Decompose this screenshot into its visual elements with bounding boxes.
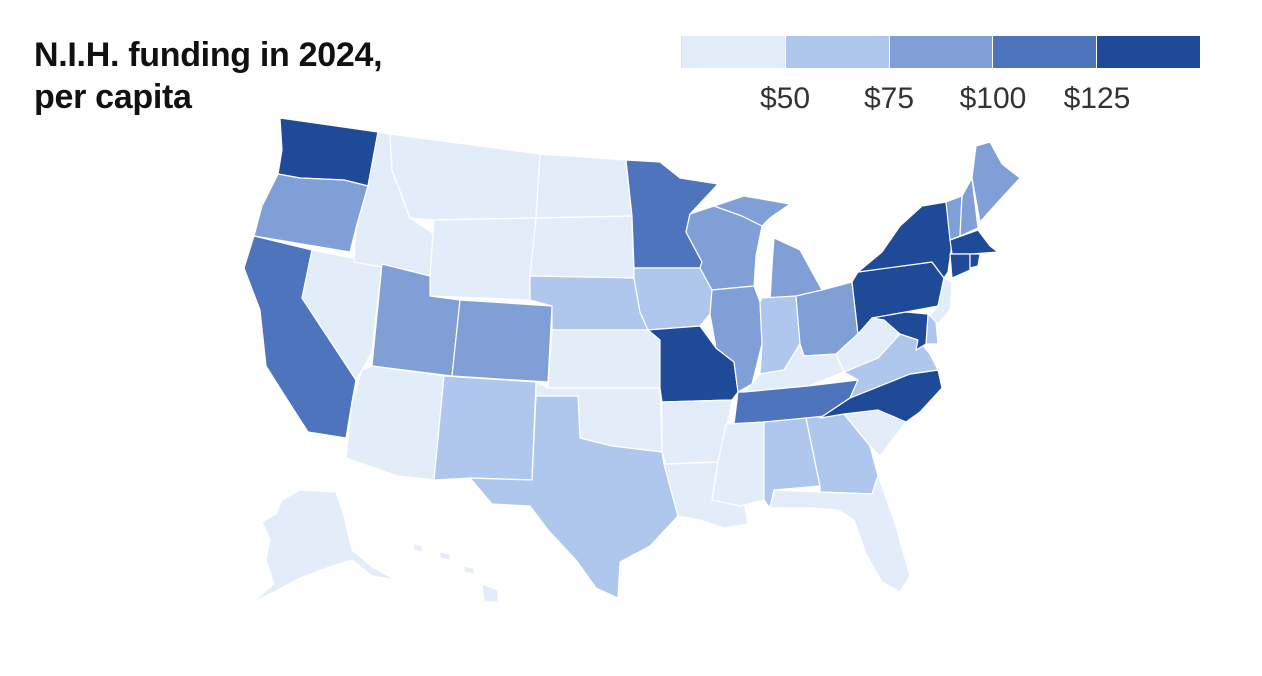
state-NH: [959, 177, 979, 237]
state-TX: [469, 395, 679, 599]
legend-tick-100: $100: [959, 82, 1027, 115]
legend-tick-75: $75: [863, 82, 915, 115]
state-MO: [647, 325, 739, 403]
state-SD: [529, 215, 635, 279]
color-legend: $50 $75 $100 $125: [681, 36, 1201, 116]
state-CT: [949, 253, 971, 279]
state-MD: [871, 311, 929, 351]
legend-swatch-1: [681, 36, 786, 68]
state-WY: [429, 217, 537, 301]
state-FL: [769, 475, 911, 593]
state-KS: [547, 329, 661, 389]
legend-color-bar: [681, 36, 1201, 68]
legend-swatch-4: [993, 36, 1098, 68]
legend-tick-50: $50: [759, 82, 811, 115]
state-NM: [433, 375, 537, 481]
state-HI: [413, 543, 499, 603]
state-AZ: [345, 365, 445, 481]
state-IL: [709, 285, 763, 393]
state-MT: [389, 133, 541, 221]
state-IA: [633, 267, 713, 331]
legend-swatch-3: [889, 36, 994, 68]
legend-swatch-5: [1097, 36, 1201, 68]
map-title: N.I.H. funding in 2024, per capita: [34, 34, 474, 118]
title-line-2: per capita: [34, 78, 192, 116]
state-ND: [535, 153, 633, 219]
legend-tick-125: $125: [1063, 82, 1131, 115]
legend-swatch-2: [785, 36, 890, 68]
state-CO: [451, 299, 553, 383]
state-NJ: [929, 277, 953, 325]
state-ME: [971, 141, 1021, 223]
title-line-1: N.I.H. funding in 2024,: [34, 36, 383, 74]
state-AK: [249, 489, 397, 605]
state-RI: [969, 253, 981, 269]
state-WA: [277, 117, 379, 187]
